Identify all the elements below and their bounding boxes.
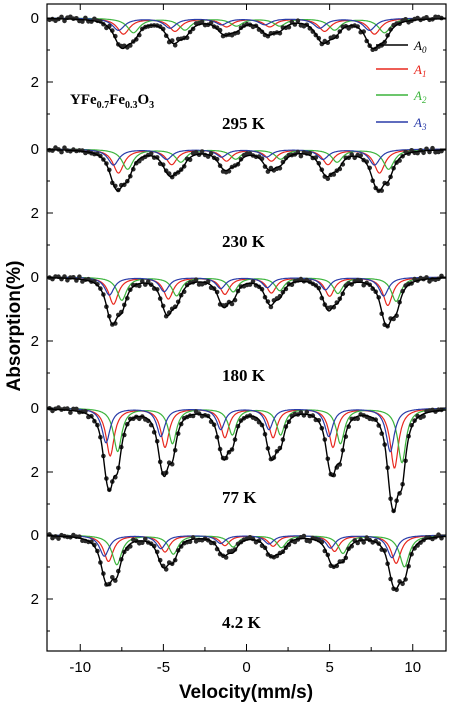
data-point <box>394 587 399 593</box>
data-point <box>68 410 73 415</box>
data-point <box>298 153 304 159</box>
compound-part-base: YFe <box>70 92 97 108</box>
total-fit-curve-a0 <box>47 408 446 513</box>
total-fit-curve-a0 <box>47 149 446 192</box>
legend-label-a2: A2 <box>413 88 427 105</box>
data-point <box>199 149 205 154</box>
panel-label-230k: 230 K <box>222 232 266 251</box>
data-point <box>436 532 441 537</box>
legend-label-a1: A1 <box>413 62 426 79</box>
data-point <box>355 416 361 422</box>
panel-0: 02 <box>31 10 447 115</box>
data-point <box>83 15 88 21</box>
data-point <box>334 563 340 569</box>
data-point <box>268 304 274 310</box>
y-tick-label: 0 <box>31 269 39 286</box>
y-axis-title: Absorption(%) <box>4 261 25 392</box>
data-point <box>62 145 67 150</box>
panel-label-180k: 180 K <box>222 366 266 385</box>
data-point <box>80 19 85 24</box>
component-curve-a1 <box>47 407 446 469</box>
x-axis-ticks: -10 -5 0 5 10 <box>69 4 421 676</box>
y-tick-label: 2 <box>31 74 39 91</box>
data-point <box>110 575 115 580</box>
data-point <box>301 533 307 539</box>
x-axis-title: Velocity(mm/s) <box>179 682 313 703</box>
data-point <box>62 18 67 24</box>
data-point <box>421 414 426 419</box>
data-point <box>143 536 148 542</box>
data-point <box>77 274 82 280</box>
legend-label-a3: A3 <box>413 115 427 132</box>
component-curve-a3 <box>47 17 446 32</box>
component-curve-a2 <box>47 276 446 303</box>
panel-1: 02 <box>31 141 446 246</box>
data-point <box>193 277 199 283</box>
panel-2: 02 <box>31 269 446 374</box>
legend-label-a0: A0 <box>413 38 427 55</box>
total-fit-curve-a0 <box>47 277 446 328</box>
panel-label-295k: 295 K <box>222 114 266 133</box>
x-tick-label: 10 <box>404 659 421 676</box>
x-tick-label: 0 <box>242 659 250 676</box>
data-point <box>65 278 70 283</box>
data-point <box>199 19 205 25</box>
data-point <box>95 282 100 287</box>
panel-label-4-2k: 4.2 K <box>222 613 262 632</box>
y-tick-label: 2 <box>31 333 39 350</box>
data-point <box>229 301 235 307</box>
compound-part-sub2: 0.3 <box>125 100 138 111</box>
compound-part-sub1: 0.7 <box>97 100 110 111</box>
component-curve-a2 <box>47 17 446 34</box>
panel-4: 02 <box>31 527 446 632</box>
compound-part-mid: Fe <box>109 92 125 108</box>
y-tick-label: 0 <box>31 10 39 27</box>
panel-3: 02 <box>31 400 446 514</box>
panel-label-77k: 77 K <box>222 488 257 507</box>
y-tick-label: 2 <box>31 591 39 608</box>
compound-part-end: O <box>137 92 149 108</box>
y-tick-label: 2 <box>31 464 39 481</box>
y-tick-label: 0 <box>31 400 39 417</box>
component-curve-a1 <box>47 276 446 306</box>
y-tick-label: 0 <box>31 141 39 158</box>
data-point <box>304 409 310 415</box>
data-point <box>295 18 301 24</box>
legend: A0 A1 A2 A3 <box>376 38 427 132</box>
data-point <box>56 536 61 541</box>
y-tick-label: 0 <box>31 527 39 544</box>
x-tick-label: 5 <box>325 659 333 676</box>
data-point <box>148 151 154 156</box>
data-point <box>430 145 435 151</box>
component-curve-a3 <box>46 407 446 453</box>
data-point <box>74 406 79 412</box>
component-curve-a3 <box>47 534 446 559</box>
component-curve-a2 <box>47 407 446 464</box>
data-point <box>59 14 64 20</box>
x-tick-label: -5 <box>157 659 170 676</box>
data-point <box>145 279 151 284</box>
y-tick-label: 2 <box>31 205 39 222</box>
x-tick-label: -10 <box>69 659 91 676</box>
data-point <box>92 542 97 548</box>
compound-label: YFe0.7Fe0.3O3 <box>70 92 154 111</box>
compound-part-sub3: 3 <box>149 100 154 111</box>
data-point <box>403 17 408 22</box>
data-point <box>361 540 367 545</box>
data-point <box>59 149 64 155</box>
data-point <box>307 539 313 544</box>
component-curve-a3 <box>47 276 446 297</box>
component-curve-a3 <box>47 148 446 166</box>
data-point <box>325 176 331 181</box>
data-point <box>421 150 426 156</box>
data-point <box>137 283 142 289</box>
total-fit-curve-a0 <box>47 535 446 591</box>
